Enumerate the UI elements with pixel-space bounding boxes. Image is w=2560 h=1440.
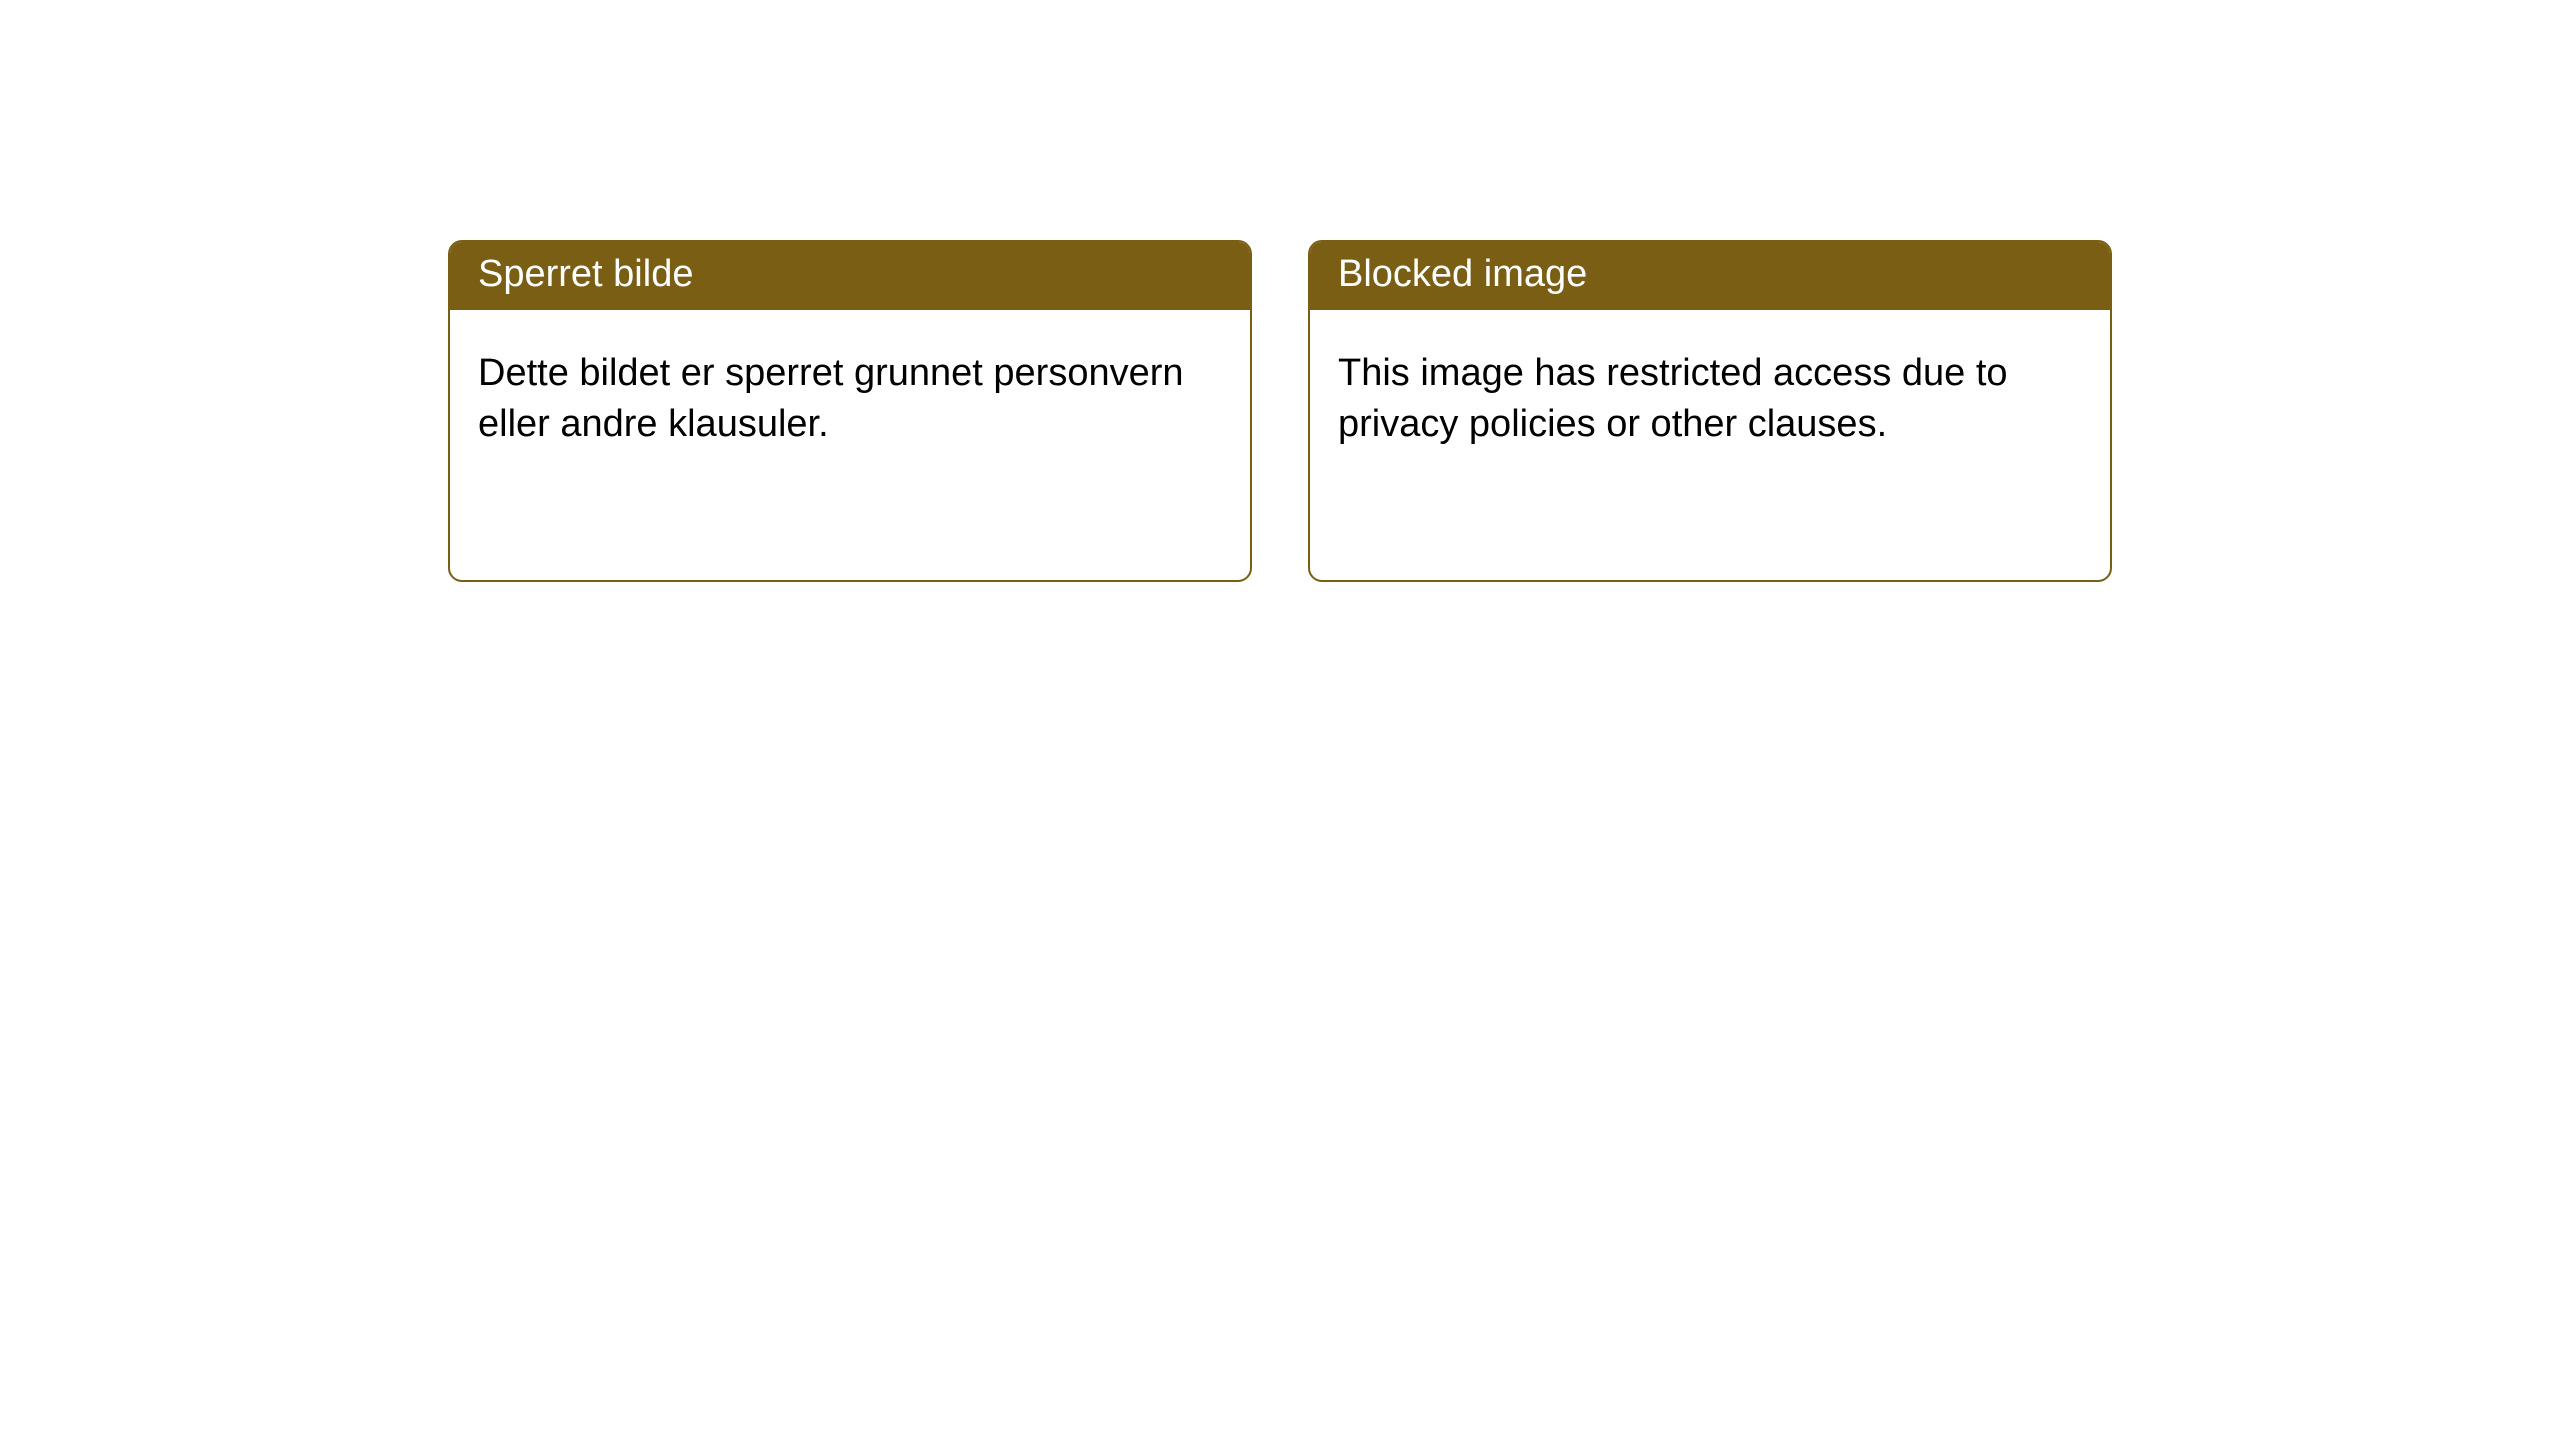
card-body-english: This image has restricted access due to … [1310, 310, 2110, 580]
notice-container: Sperret bilde Dette bildet er sperret gr… [0, 0, 2560, 582]
notice-card-norwegian: Sperret bilde Dette bildet er sperret gr… [448, 240, 1252, 582]
notice-card-english: Blocked image This image has restricted … [1308, 240, 2112, 582]
card-header-english: Blocked image [1310, 242, 2110, 310]
card-header-norwegian: Sperret bilde [450, 242, 1250, 310]
card-body-norwegian: Dette bildet er sperret grunnet personve… [450, 310, 1250, 580]
